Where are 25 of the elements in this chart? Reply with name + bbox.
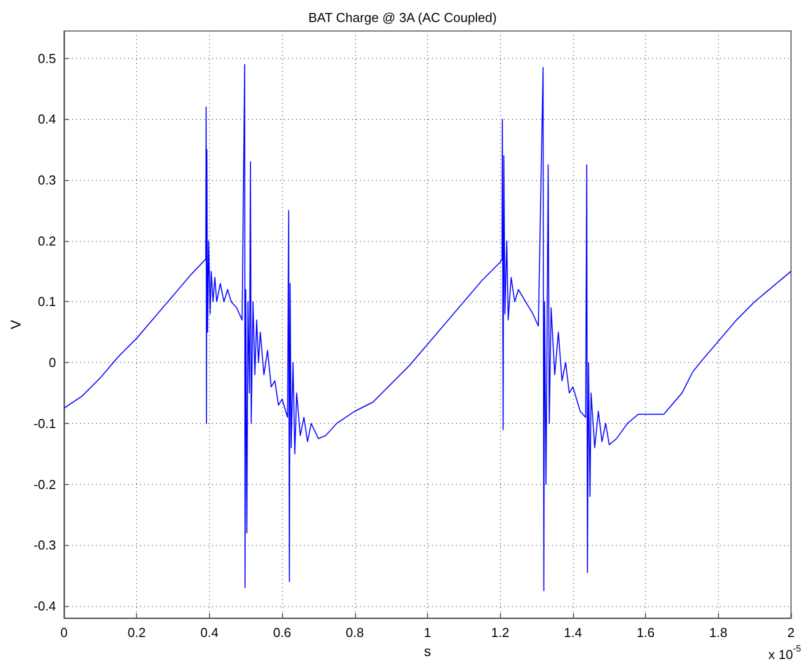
- x-tick-label: 0.6: [273, 625, 292, 640]
- x-tick-label: 1.6: [636, 625, 655, 640]
- y-axis-title: V: [8, 319, 24, 330]
- x-tick-label: 0: [60, 625, 68, 640]
- x-tick-label: 0.2: [128, 625, 146, 640]
- y-tick-label: -0.3: [34, 538, 56, 553]
- chart-title: BAT Charge @ 3A (AC Coupled): [308, 10, 497, 25]
- x-axis-title: s: [424, 643, 431, 659]
- x-tick-label: 1.2: [491, 625, 510, 640]
- x-tick-label: 0.4: [200, 625, 218, 640]
- y-tick-label: -0.4: [34, 598, 56, 614]
- y-tick-label: 0: [48, 355, 56, 370]
- y-tick-label: 0.5: [38, 50, 56, 66]
- y-tick-label: 0.3: [38, 172, 56, 188]
- x-tick-label: 2: [787, 625, 795, 640]
- x-tick-label: 1: [424, 625, 432, 640]
- y-tick-label: 0.2: [38, 233, 56, 248]
- line-series: [64, 64, 792, 592]
- y-tick-label: -0.2: [34, 476, 56, 492]
- y-tick-label: 0.1: [38, 294, 56, 310]
- x-tick-label: 1.8: [709, 625, 728, 640]
- x-tick-label: 0.8: [346, 625, 364, 640]
- y-tick-label: -0.1: [34, 416, 56, 431]
- y-tick-label: 0.4: [38, 112, 56, 127]
- x-tick-label: 1.4: [564, 625, 582, 640]
